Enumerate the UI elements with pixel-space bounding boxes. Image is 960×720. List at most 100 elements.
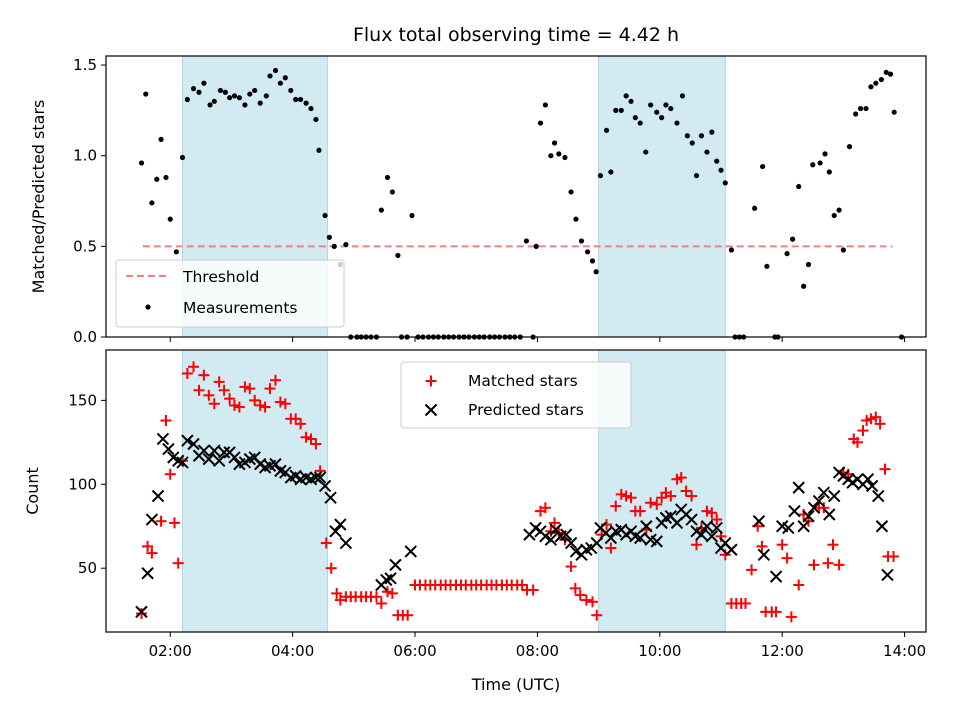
bottom-legend: Matched stars Predicted stars [400, 361, 632, 429]
matched-star-point [706, 507, 718, 519]
y-tick-label: 100 [68, 475, 97, 493]
measurement-point [810, 162, 816, 168]
y-tick-label: 1.0 [73, 147, 97, 165]
x-tick-label: 10:00 [638, 642, 681, 660]
measurement-point [179, 154, 186, 161]
predicted-star-point [135, 605, 148, 619]
matched-star-point [279, 398, 291, 410]
predicted-star-point [872, 489, 885, 503]
measurement-point [343, 241, 349, 248]
matched-star-point [254, 399, 266, 411]
matched-star-point [785, 611, 797, 623]
matched-star-point [249, 394, 261, 406]
matched-star-point [229, 399, 241, 411]
measurement-point [537, 120, 544, 126]
legend-predicted-label: Predicted stars [468, 401, 584, 419]
x-tick-label: 06:00 [393, 642, 436, 660]
predicted-star-point [539, 530, 552, 543]
x-tick-label: 12:00 [761, 642, 804, 660]
matched-star-point [686, 490, 698, 502]
figure-title: Flux total observing time = 4.42 h [353, 24, 679, 46]
matched-star-point [290, 413, 302, 425]
matched-star-point [822, 557, 834, 569]
measurement-point [227, 95, 233, 101]
measurement-point [643, 149, 649, 155]
predicted-star-point [757, 548, 771, 561]
matched-star-point [208, 398, 220, 410]
measurement-point [714, 158, 720, 164]
measurement-point [316, 147, 322, 153]
x-tick-label: 08:00 [516, 642, 559, 660]
measurement-point [143, 91, 149, 97]
measurement-point [668, 105, 674, 112]
measurement-point [167, 216, 173, 222]
matched-star-point [569, 582, 581, 594]
measurement-point [313, 116, 319, 123]
measurement-point [331, 243, 337, 249]
legend-plus-mark [425, 375, 437, 387]
predicted-star-point [634, 531, 647, 545]
measurement-point [891, 109, 897, 115]
measurement-point [154, 176, 160, 182]
predicted-star-point [564, 536, 578, 550]
predicted-star-point [197, 444, 211, 457]
matched-star-point [274, 396, 286, 408]
matched-star-point [146, 547, 158, 559]
legend-threshold-label: Threshold [182, 268, 259, 286]
measurement-point [149, 200, 155, 206]
predicted-star-point [881, 568, 894, 582]
measurement-point [853, 111, 859, 117]
predicted-star-point [318, 479, 332, 493]
measurement-point [593, 269, 599, 275]
measurement-point [293, 96, 299, 103]
matched-star-point [756, 540, 768, 552]
matched-star-point [160, 415, 172, 426]
y-tick-label: 0.5 [73, 237, 97, 255]
matched-star-point [580, 594, 592, 606]
top-y-axis-label: Matched/Predicted stars [29, 100, 48, 294]
matched-star-point [818, 502, 830, 514]
measurement-point [257, 100, 263, 106]
measurement-point [207, 102, 213, 108]
y-tick-label: 50 [78, 559, 97, 577]
matched-star-point [135, 608, 147, 620]
measurement-point [718, 167, 724, 173]
bottom-axes-frame [105, 349, 927, 633]
matched-star-point [539, 502, 551, 514]
measurement-point [236, 95, 243, 101]
matched-star-point [527, 584, 539, 596]
matched-star-point [586, 596, 598, 608]
measurement-point [548, 153, 554, 159]
predicted-star-point [569, 545, 583, 558]
matched-star-point [701, 505, 713, 517]
predicted-star-point [313, 471, 327, 484]
predicted-star-point [389, 558, 402, 572]
measurement-point [217, 87, 224, 94]
measurement-point [190, 86, 197, 92]
predicted-star-point [710, 521, 723, 535]
predicted-star-point [145, 513, 159, 526]
measurement-point [648, 102, 654, 108]
top-legend-box [115, 259, 345, 328]
measurement-point [578, 238, 585, 244]
matched-star-point [827, 539, 839, 551]
legend-measurement-swatch [145, 304, 151, 310]
predicted-star-point [782, 521, 795, 535]
predicted-star-point [549, 523, 562, 536]
measurement-point [698, 133, 705, 139]
matched-star-point [615, 488, 627, 500]
predicted-star-point [404, 545, 417, 558]
measurement-point [201, 80, 207, 86]
matched-star-point [620, 490, 632, 502]
star-count-points [135, 361, 900, 623]
measurement-point [542, 102, 548, 108]
measurement-point [247, 91, 253, 97]
measurement-point [760, 163, 766, 170]
predicted-star-point [650, 535, 663, 548]
measurement-point [389, 189, 395, 195]
predicted-star-point [176, 456, 189, 469]
predicted-star-point [792, 481, 805, 494]
measurement-point [805, 261, 812, 268]
predicted-star-point [162, 442, 175, 456]
predicted-star-point [640, 520, 653, 533]
